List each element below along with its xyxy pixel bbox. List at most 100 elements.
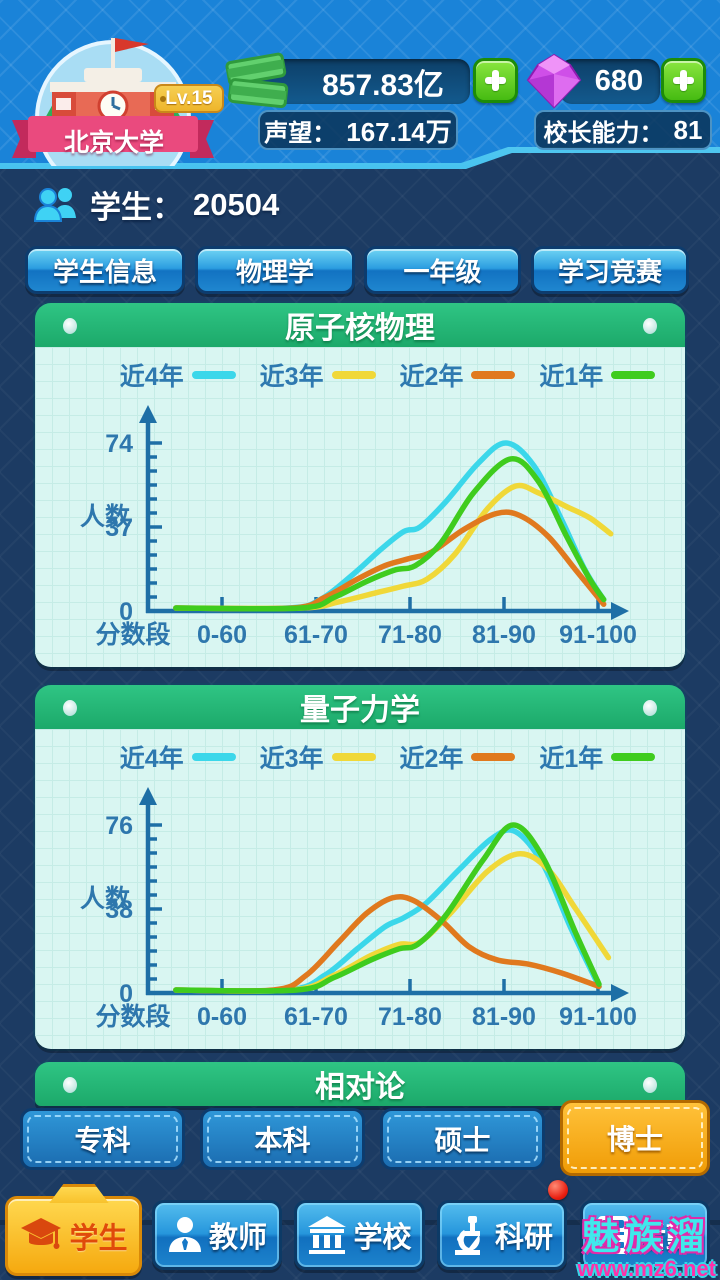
chart-panel-relativity: 相对论 [35, 1062, 685, 1106]
money-icon [225, 52, 289, 109]
notification-badge [548, 1180, 568, 1200]
svg-text:分数段: 分数段 [95, 1002, 170, 1031]
legend-label: 近2年 [399, 745, 464, 773]
legend-swatch [611, 371, 656, 379]
legend-item: 近3年 [260, 739, 376, 775]
panel-header: 相对论 [35, 1062, 685, 1106]
nav-label: 后勤 [636, 1222, 695, 1254]
legend-label: 近1年 [539, 745, 604, 773]
nav-label: 科研 [494, 1222, 553, 1254]
watermark-url: www.mz6.net [577, 1255, 716, 1280]
svg-text:61-70: 61-70 [284, 1003, 348, 1031]
nav-research[interactable]: 科研 [437, 1200, 567, 1270]
nav-school[interactable]: 学校 [294, 1200, 425, 1270]
tab-student-info[interactable]: 学生信息 [25, 246, 185, 294]
screw-icon [63, 700, 77, 716]
ability-box: 校长能力： 81 [534, 110, 712, 150]
svg-text:人数: 人数 [80, 885, 131, 913]
students-count-row: 学生： 20504 [34, 182, 279, 227]
line-chart: 0 38 76 0-60 61-70 71-80 81-90 91-100 分数段 人数 [80, 787, 637, 1031]
svg-text:91-100: 91-100 [559, 1003, 637, 1031]
svg-text:76: 76 [105, 812, 133, 840]
svg-text:71-80: 71-80 [378, 621, 442, 649]
ability-value: 81 [673, 114, 703, 145]
legend-label: 近3年 [259, 363, 324, 391]
chart-panel-nuclear-physics: 原子核物理 近4年 近3年 近2年 近1年 0 37 74 0-60 61-70 71-8… [35, 303, 685, 667]
legend-swatch [191, 371, 236, 379]
nav-teachers[interactable]: 教师 [152, 1200, 282, 1270]
degree-tab-associate[interactable]: 专科 [20, 1108, 185, 1170]
panel-title: 相对论 [315, 1071, 405, 1104]
graduation-cap-icon [21, 1218, 62, 1249]
degree-tab-doctor[interactable]: 博士 [560, 1100, 710, 1176]
degree-tab-bachelor[interactable]: 本科 [200, 1108, 365, 1170]
legend-label: 近4年 [119, 363, 184, 391]
reputation-value: 167.14万 [346, 116, 452, 147]
panel-title: 量子力学 [300, 694, 420, 727]
svg-text:0-60: 0-60 [197, 1003, 247, 1031]
nav-students[interactable]: 学生 [5, 1196, 142, 1276]
legend-item: 近3年 [260, 357, 376, 393]
chart-legend: 近4年 近3年 近2年 近1年 [35, 347, 685, 395]
add-gems-button[interactable] [661, 58, 706, 103]
legend-label: 近3年 [259, 745, 324, 773]
svg-text:74: 74 [105, 430, 133, 458]
svg-text:38: 38 [105, 896, 133, 924]
students-count-label: 学生： [90, 190, 183, 225]
legend-item: 近1年 [539, 357, 656, 393]
svg-text:37: 37 [105, 514, 133, 542]
svg-text:71-80: 71-80 [378, 1003, 442, 1031]
screw-icon [63, 318, 77, 334]
svg-text:0: 0 [119, 980, 133, 1008]
panel-header: 原子核物理 [35, 303, 685, 347]
legend-swatch [191, 753, 236, 761]
reputation-box: 声望： 167.14万 [258, 110, 458, 150]
microscope-icon [454, 1216, 480, 1255]
degree-tab-master[interactable]: 硕士 [380, 1108, 545, 1170]
svg-text:0: 0 [119, 598, 133, 626]
tab-subject[interactable]: 物理学 [195, 246, 355, 294]
chart-legend: 近4年 近3年 近2年 近1年 [35, 729, 685, 777]
watermark: 魅族溜 www.mz6.net [577, 1216, 716, 1280]
svg-text:人数: 人数 [80, 503, 131, 531]
legend-item: 近4年 [120, 357, 236, 393]
tab-competition[interactable]: 学习竞赛 [531, 246, 689, 294]
legend-label: 近2年 [399, 363, 464, 391]
reputation-label: 声望： [264, 119, 337, 147]
school-name: 北京大学 [63, 129, 164, 157]
svg-text:61-70: 61-70 [284, 621, 348, 649]
nav-label: 学生 [69, 1223, 128, 1255]
legend-label: 近1年 [539, 363, 604, 391]
line-chart: 0 37 74 0-60 61-70 71-80 81-90 91-100 分数段 人数 [80, 405, 637, 649]
ability-label: 校长能力： [543, 119, 664, 147]
screw-icon [643, 700, 657, 716]
panel-body: 近4年 近3年 近2年 近1年 0 38 76 0-60 61-70 71-80 81-90… [35, 729, 685, 1049]
panel-header: 量子力学 [35, 685, 685, 729]
school-badge[interactable]: 北京大学 Lv.15 [6, 26, 224, 166]
legend-item: 近2年 [400, 739, 516, 775]
svg-text:分数段: 分数段 [95, 620, 170, 649]
students-count-value: 20504 [193, 186, 280, 222]
watermark-title: 魅族溜 [582, 1216, 712, 1258]
legend-label: 近4年 [119, 745, 184, 773]
person-icon [168, 1217, 201, 1252]
svg-text:81-90: 81-90 [472, 621, 536, 649]
legend-item: 近4年 [120, 739, 236, 775]
level-tag: Lv.15 [154, 84, 224, 113]
chart-panel-quantum-mechanics: 量子力学 近4年 近3年 近2年 近1年 0 38 76 0-60 61-70 71-80… [35, 685, 685, 1049]
nav-logistics[interactable]: 后勤 [580, 1200, 710, 1270]
calculator-icon [597, 1216, 628, 1254]
legend-swatch [611, 753, 656, 761]
gem-icon [526, 53, 582, 109]
add-money-button[interactable] [473, 58, 518, 103]
svg-text:0-60: 0-60 [197, 621, 247, 649]
tab-grade[interactable]: 一年级 [364, 246, 521, 294]
legend-swatch [471, 371, 516, 379]
nav-label: 教师 [208, 1222, 267, 1254]
legend-swatch [331, 371, 376, 379]
screw-icon [63, 1077, 77, 1093]
students-icon [34, 187, 76, 222]
bank-icon [308, 1216, 347, 1254]
screw-icon [643, 318, 657, 334]
